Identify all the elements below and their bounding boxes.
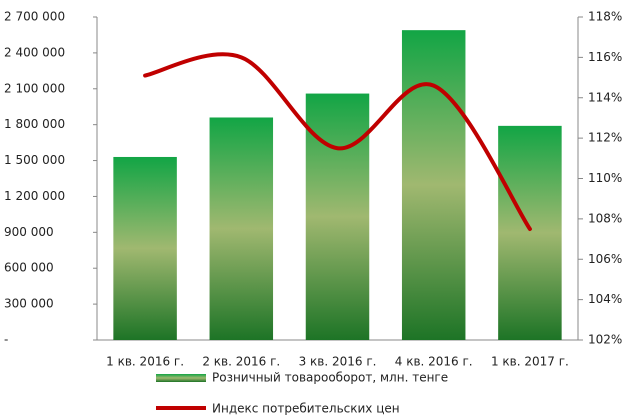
y2-tick-label: 104%	[588, 292, 622, 306]
bar	[305, 93, 370, 341]
y-tick-label: 2 100 000	[4, 81, 65, 95]
y-tick-label: 1 200 000	[4, 189, 65, 203]
y-tick-label: 600 000	[4, 261, 54, 275]
x-tick-label: 1 кв. 2016 г.	[106, 355, 184, 369]
bar	[113, 156, 177, 340]
bar	[401, 30, 466, 340]
y2-tick-label: 110%	[588, 171, 622, 185]
y2-tick-label: 108%	[588, 211, 622, 225]
y2-tick-label: 106%	[588, 252, 622, 266]
y-tick-label: 300 000	[4, 297, 54, 311]
legend-label: Индекс потребительских цен	[212, 402, 400, 416]
y-tick-label: 1 800 000	[4, 117, 65, 131]
y-tick-label: 2 700 000	[4, 10, 65, 24]
y-tick-label: 1 500 000	[4, 153, 65, 167]
legend-label: Розничный товарооборот, млн. тенге	[212, 371, 448, 385]
y-tick-label: -	[4, 333, 8, 347]
y2-tick-label: 112%	[588, 131, 622, 145]
x-tick-label: 1 кв. 2017 г.	[491, 355, 569, 369]
y-tick-label: 900 000	[4, 225, 54, 239]
bar	[498, 125, 562, 340]
x-tick-label: 2 кв. 2016 г.	[202, 355, 280, 369]
y2-tick-label: 114%	[588, 90, 622, 104]
y2-tick-label: 116%	[588, 50, 622, 64]
x-tick-label: 4 кв. 2016 г.	[395, 355, 473, 369]
line	[143, 52, 532, 231]
bar	[209, 117, 274, 340]
y-tick-label: 2 400 000	[4, 45, 65, 59]
legend-swatch	[156, 374, 206, 382]
x-tick-label: 3 кв. 2016 г.	[299, 355, 377, 369]
y2-tick-label: 102%	[588, 333, 622, 347]
y2-tick-label: 118%	[588, 10, 622, 24]
